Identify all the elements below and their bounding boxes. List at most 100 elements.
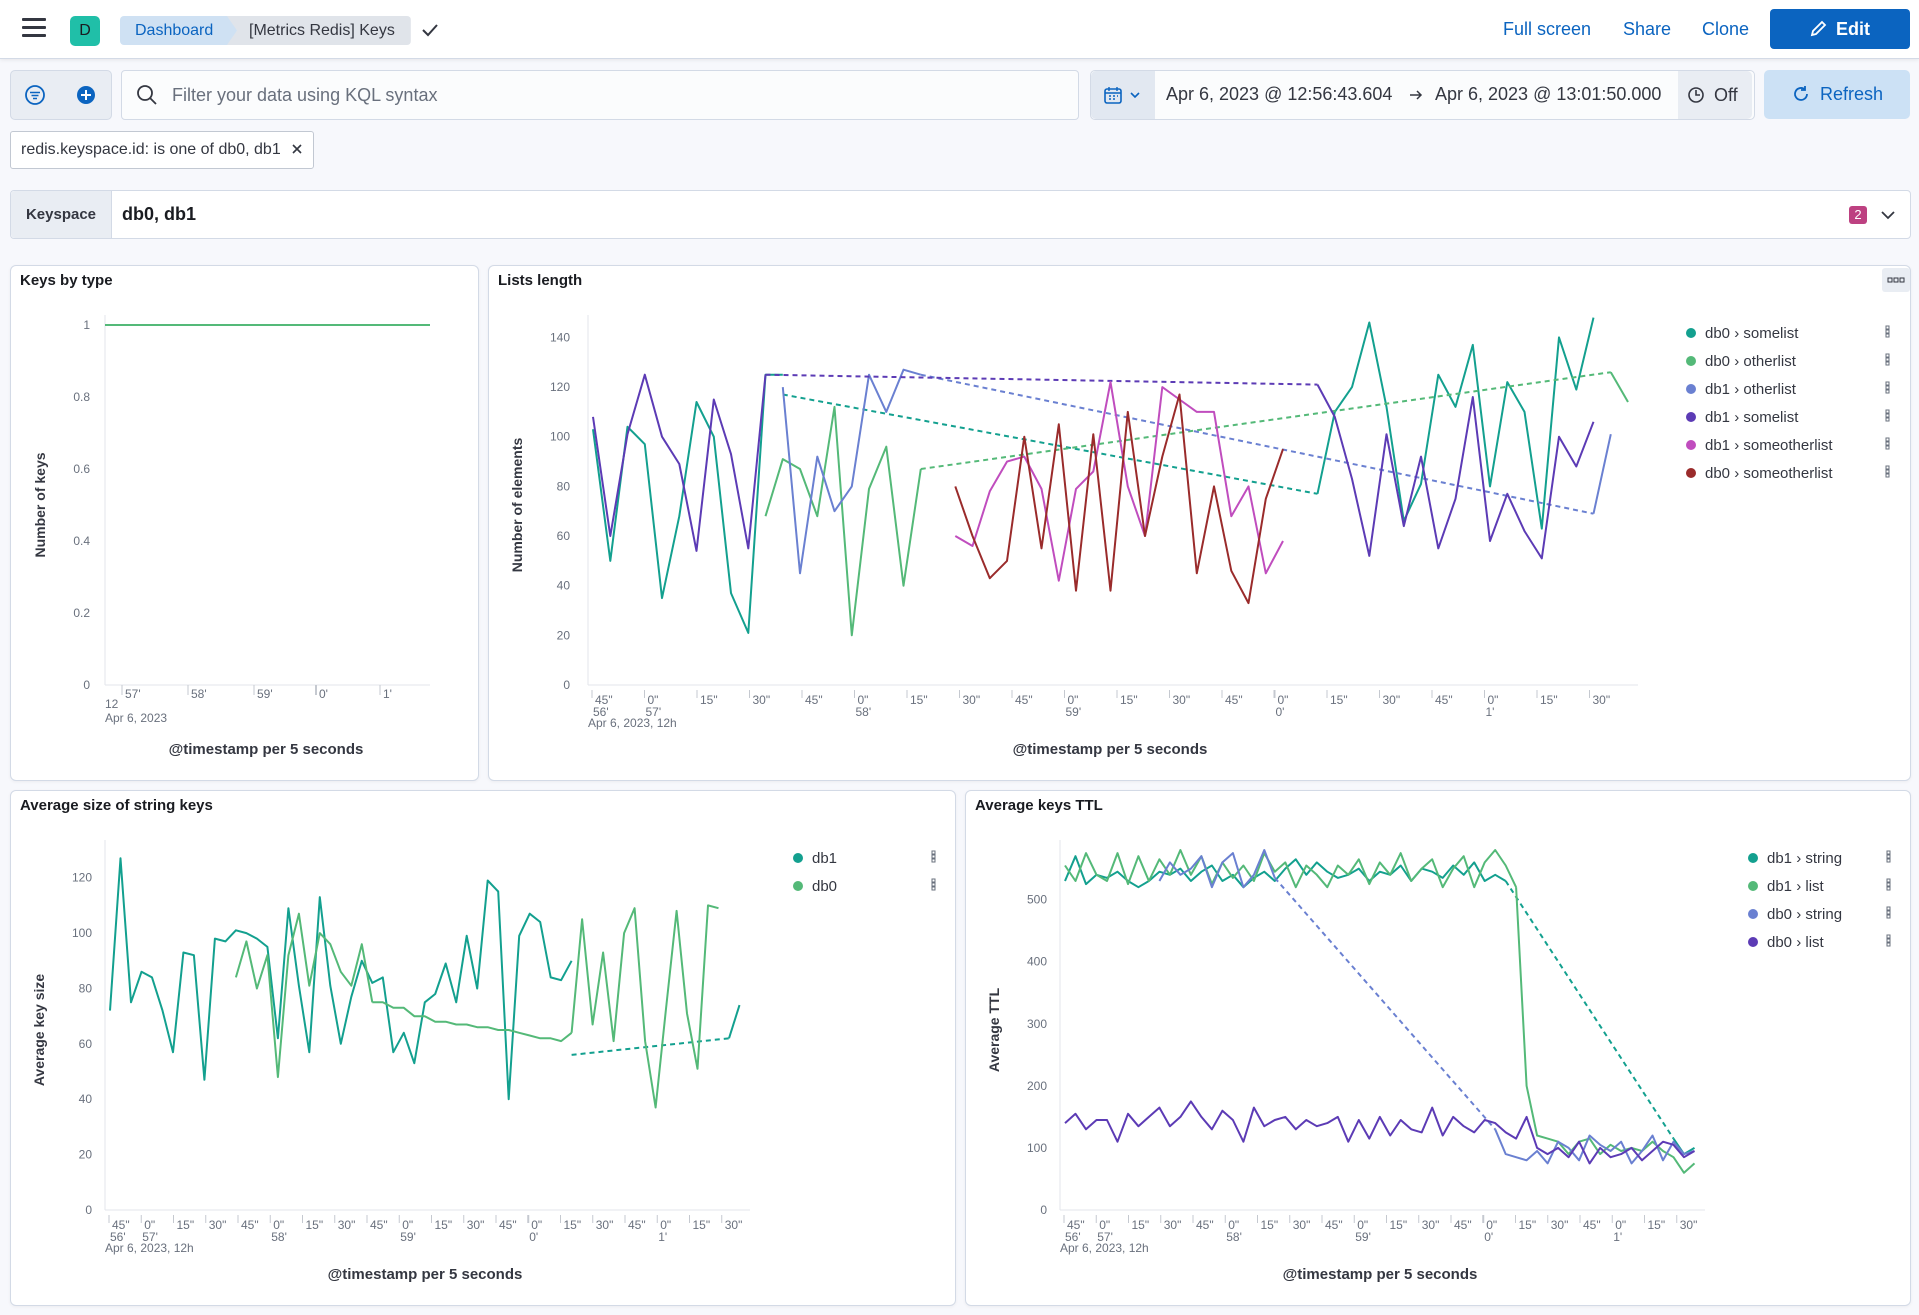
calendar-icon (1104, 87, 1122, 104)
series-line-1 (571, 1037, 730, 1056)
panel-title: Lists length (498, 272, 583, 289)
y-tick-label: 80 (557, 479, 571, 493)
arrow-right-icon (1410, 90, 1423, 100)
series-line-3 (1158, 849, 1276, 889)
panel-lists-length (488, 265, 1911, 781)
series-line-5 (954, 381, 1284, 582)
search-placeholder: Filter your data using KQL syntax (172, 85, 438, 105)
y-tick-label: 20 (557, 628, 571, 642)
x-tick-label: 0" (402, 1218, 413, 1232)
x-tick-sublabel: 1' (658, 1230, 667, 1244)
x-tick-sublabel: 0' (529, 1230, 538, 1244)
auto-refresh-toggle[interactable]: Off (1678, 71, 1752, 119)
refresh-timer-icon (1688, 87, 1704, 103)
refresh-button[interactable]: Refresh (1764, 70, 1910, 119)
legend-options-icon (1886, 942, 1891, 947)
series-line-4 (1316, 384, 1595, 560)
refresh-icon (1794, 86, 1808, 101)
keyspace-label: Keyspace (11, 191, 112, 238)
series-line-2 (920, 371, 1611, 470)
panel-options-button[interactable] (1882, 268, 1910, 292)
x-tick-label: 45" (1196, 1218, 1214, 1232)
date-label: Apr 6, 2023 (105, 711, 167, 725)
keyspace-control[interactable] (10, 190, 1911, 239)
filter-pill[interactable]: redis.keyspace.id: is one of db0, db1 (10, 131, 315, 169)
series-line-1 (782, 393, 1318, 495)
x-tick-label: 45" (595, 693, 613, 707)
x-tick-label: 15" (564, 1218, 582, 1232)
x-tick-label: 30" (725, 1218, 743, 1232)
add-filter-icon[interactable] (75, 84, 97, 106)
legend-options-icon (1885, 473, 1890, 478)
menu-icon[interactable] (22, 18, 46, 40)
series-line-2 (1609, 371, 1629, 403)
legend-options-icon (1885, 465, 1890, 470)
legend-item: db1 › otherlist (1705, 381, 1797, 398)
legend-options-icon (1886, 886, 1891, 891)
x-tick-label: 15" (1120, 693, 1138, 707)
x-tick-label: 15" (435, 1218, 453, 1232)
x-tick-label: 0" (531, 1218, 542, 1232)
x-tick-label: 30" (1383, 693, 1401, 707)
legend-options-icon (1885, 445, 1890, 450)
legend-item: db1 › list (1767, 878, 1825, 895)
legend-item: db0 (812, 878, 837, 895)
series-line-1 (728, 1004, 741, 1039)
filter-menu-icon[interactable] (24, 84, 46, 106)
x-tick-label: 0" (660, 1218, 671, 1232)
legend-dot (1686, 356, 1696, 366)
legend-options-icon (1885, 417, 1890, 422)
chevron-down-icon (1130, 92, 1140, 99)
legend-options-icon (1886, 882, 1891, 887)
legend-options-icon (1886, 914, 1891, 919)
y-tick-label: 400 (1027, 955, 1047, 969)
x-tick-label: 30" (753, 693, 771, 707)
panel-title: Average keys TTL (975, 797, 1103, 814)
share-link[interactable]: Share (1623, 19, 1672, 39)
full-screen-link[interactable]: Full screen (1503, 19, 1592, 39)
x-tick-sublabel: 57' (1097, 1230, 1113, 1244)
x-tick-label: 15" (1519, 1218, 1537, 1232)
clone-link[interactable]: Clone (1702, 19, 1750, 39)
series-line-3 (781, 368, 922, 575)
series-line-2 (1064, 849, 1518, 889)
x-axis-title: @timestamp per 5 seconds (328, 1266, 523, 1283)
x-tick-label: 30" (467, 1218, 485, 1232)
auto-refresh-state: Off (1714, 85, 1738, 105)
x-tick-label: 0" (1615, 1218, 1626, 1232)
series-line-2 (372, 1001, 573, 1043)
legend-item: db1 › somelist (1705, 409, 1799, 426)
x-tick-label: 45" (1225, 693, 1243, 707)
x-tick-label: 0" (1357, 1218, 1368, 1232)
x-tick-sublabel: 0' (1484, 1230, 1493, 1244)
more-icon (1887, 277, 1905, 283)
filter-pill-label: redis.keyspace.id: is one of db0, db1 (21, 141, 281, 158)
x-tick-label: 15" (1132, 1218, 1150, 1232)
y-tick-label: 0.2 (73, 606, 90, 620)
legend-options-icon (1885, 333, 1890, 338)
keyspace-value[interactable]: db0, db1 (122, 204, 197, 224)
quick-date-menu[interactable] (1091, 71, 1155, 119)
x-tick-label: 0" (1486, 1218, 1497, 1232)
breadcrumb-dashboard[interactable]: Dashboard (120, 16, 247, 45)
start-date[interactable]: Apr 6, 2023 @ 12:56:43.604 (1166, 84, 1393, 104)
y-tick-label: 80 (79, 981, 93, 995)
close-icon[interactable] (291, 143, 303, 155)
check-icon[interactable] (420, 20, 440, 40)
legend-dot (1686, 328, 1696, 338)
x-tick-label: 45" (805, 693, 823, 707)
end-date[interactable]: Apr 6, 2023 @ 13:01:50.000 (1435, 84, 1662, 104)
y-tick-label: 120 (550, 380, 570, 394)
space-avatar[interactable]: D (70, 16, 100, 46)
kql-search-input[interactable]: Filter your data using KQL syntax (121, 70, 1079, 120)
legend-dot (1686, 468, 1696, 478)
series-line-1 (1064, 855, 1507, 889)
legend-options-icon (931, 886, 936, 891)
y-tick-label: 0 (83, 678, 90, 692)
legend-dot (1748, 881, 1758, 891)
x-tick-label: 15" (306, 1218, 324, 1232)
edit-button[interactable]: Edit (1770, 9, 1910, 49)
chevron-down-icon[interactable] (1880, 208, 1896, 222)
